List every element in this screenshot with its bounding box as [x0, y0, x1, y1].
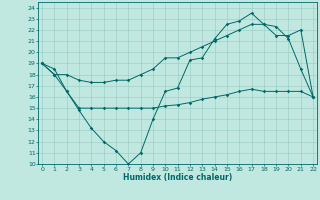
X-axis label: Humidex (Indice chaleur): Humidex (Indice chaleur): [123, 173, 232, 182]
